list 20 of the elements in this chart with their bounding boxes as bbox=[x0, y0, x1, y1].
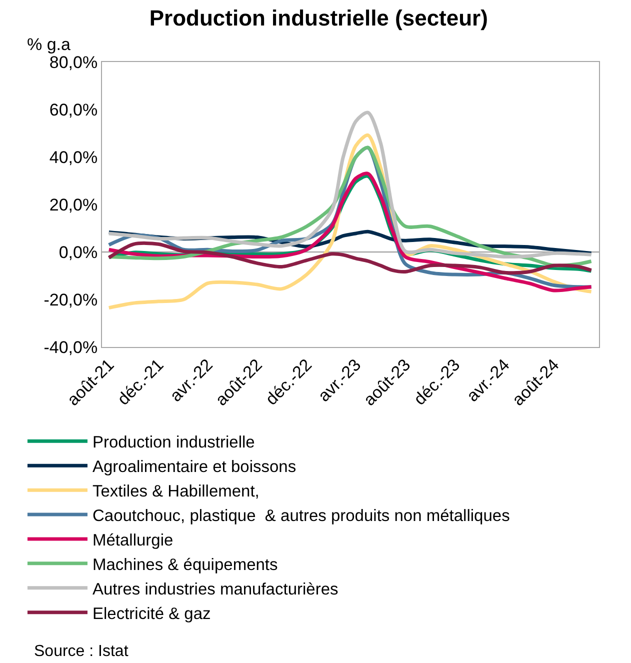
legend-label: Production industrielle bbox=[92, 434, 255, 452]
legend-label: Autres industries manufacturières bbox=[92, 580, 338, 598]
chart-title: Production industrielle (secteur) bbox=[149, 5, 488, 30]
y-tick-label: 20,0% bbox=[49, 195, 98, 214]
y-tick-label: 60,0% bbox=[49, 100, 98, 120]
legend-label: Machines & équipements bbox=[92, 556, 278, 574]
legend-label: Métallurgie bbox=[92, 531, 174, 550]
source-note: Source : Istat bbox=[34, 643, 129, 660]
line-series bbox=[107, 110, 594, 259]
legend-label: Agroalimentaire et boissons bbox=[92, 458, 296, 476]
y-tick-label: 80,0% bbox=[49, 52, 98, 72]
line-series bbox=[107, 241, 594, 275]
legend-label: Electricité & gaz bbox=[92, 604, 211, 623]
y-tick-label: -20,0% bbox=[44, 290, 98, 310]
y-tick-label: 40,0% bbox=[49, 148, 98, 167]
y-tick-label: -40,0% bbox=[44, 338, 98, 357]
y-tick-label: 0,0% bbox=[58, 242, 98, 262]
legend-label: Caoutchouc, plastique & autres produits non métalliques bbox=[92, 506, 510, 525]
legend-label: Textiles & Habillement, bbox=[92, 482, 260, 501]
y-axis-title: % g.a bbox=[27, 35, 72, 54]
